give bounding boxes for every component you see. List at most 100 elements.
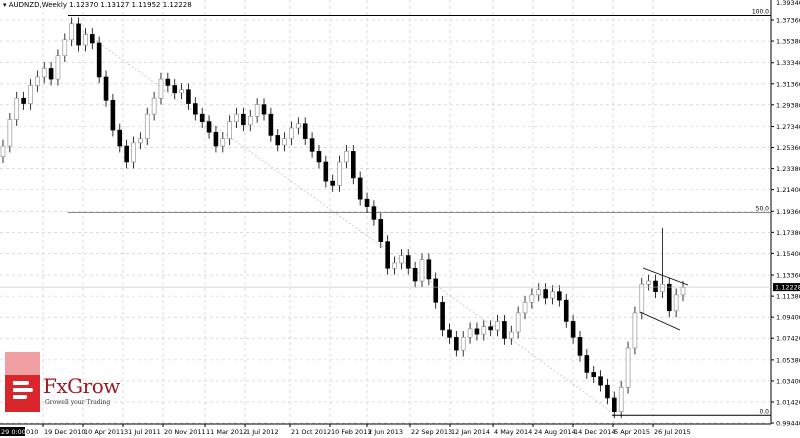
channel-line-upper [642,267,689,286]
candle [35,76,40,86]
candle [632,312,638,349]
candle [302,123,308,139]
crosshair-time-box [0,427,25,436]
fibonacci-level-label: 50.0 [756,205,770,212]
crosshair-time-label: 29 0:00 [1,428,26,436]
candle [460,337,466,351]
candle [316,151,322,163]
y-tick-label: 1.27340 [776,123,800,131]
candle [275,135,281,146]
x-tick-label: 10 Apr 2011 [84,428,124,436]
candle [605,384,610,399]
x-tick-label: 2 Jun 2013 [368,428,403,436]
candle [371,206,377,220]
y-tick-label: 1.21400 [776,186,800,194]
x-tick-label: 22 Sep 2013 [411,428,452,436]
candle [186,89,191,104]
candle [570,321,576,338]
candle [515,312,521,333]
y-tick-label: 0.99440 [776,420,800,428]
candle [62,39,68,57]
candle [660,283,665,292]
y-tick-label: 1.15400 [776,250,800,258]
candle [254,104,260,117]
candle [0,145,6,157]
x-tick-label: 4 May 2014 [494,428,532,436]
candle [399,255,404,264]
candle [165,78,171,86]
symbol-label: AUDNZD,Weekly [8,1,67,9]
candle [454,337,459,351]
x-tick-label: 14 Dec 2014 [574,428,616,436]
candle [426,259,432,280]
candle [680,287,686,296]
ohlc-values: 1.12370 1.13127 1.11952 1.12228 [69,1,192,9]
candle [481,326,487,335]
candle [392,262,397,269]
candle [131,142,136,163]
candle [227,121,232,139]
x-tick-label: 20 Nov 2011 [164,428,206,436]
candle [584,355,590,373]
candle [172,85,178,94]
candle [241,113,246,126]
candle [28,85,33,104]
trendline [69,21,613,413]
candle [557,291,562,301]
candle [220,138,226,147]
candle [89,34,95,44]
candle [625,347,631,388]
candle [577,337,583,356]
candle [598,376,603,386]
y-tick-label: 1.05380 [776,356,800,364]
candle [385,241,390,269]
candle [138,138,143,144]
y-tick-label: 1.19360 [776,208,800,216]
x-tick-label: 010 [26,428,38,436]
y-tick-label: 1.39340 [776,0,800,7]
x-tick-label: 5 Apr 2015 [614,428,650,436]
candle [206,121,212,133]
candle [495,321,500,331]
triangle-down-icon[interactable]: ▾ [3,1,7,9]
candle [529,294,535,303]
candle [48,68,54,80]
x-tick-label: 26 Jul 2015 [654,428,691,436]
y-tick-label: 1.11380 [776,293,800,301]
y-tick-label: 1.17380 [776,229,800,237]
candle [612,397,617,413]
channel-line-lower [639,311,681,331]
candle [508,331,514,339]
candle [309,138,315,152]
candle [234,113,239,122]
candle [261,104,267,115]
candle [213,131,219,147]
x-tick-label: 11 Mar 2012 [206,428,247,436]
candle [364,198,370,207]
candle [639,283,645,314]
candle [344,151,349,163]
candle [447,329,452,338]
candle [646,280,651,285]
y-tick-label: 1.35380 [776,38,800,46]
candle [502,321,507,339]
candle [419,259,425,282]
candle [323,161,329,182]
candle [76,23,81,46]
y-tick-label: 1.33340 [776,59,800,67]
candle [337,161,342,186]
fxgrow-logo: FxGrow Growell your Trading [5,352,135,412]
candle [522,301,528,314]
candle [41,68,47,78]
y-tick-label: 1.07420 [776,335,800,343]
y-tick-label: 1.23380 [776,165,800,173]
candle [193,103,198,115]
x-tick-label: 19 Dec 2010 [44,428,86,436]
candle [474,328,480,335]
candle [563,299,569,322]
candle [467,328,473,338]
candle [282,138,287,146]
y-tick-label: 1.03400 [776,377,800,385]
